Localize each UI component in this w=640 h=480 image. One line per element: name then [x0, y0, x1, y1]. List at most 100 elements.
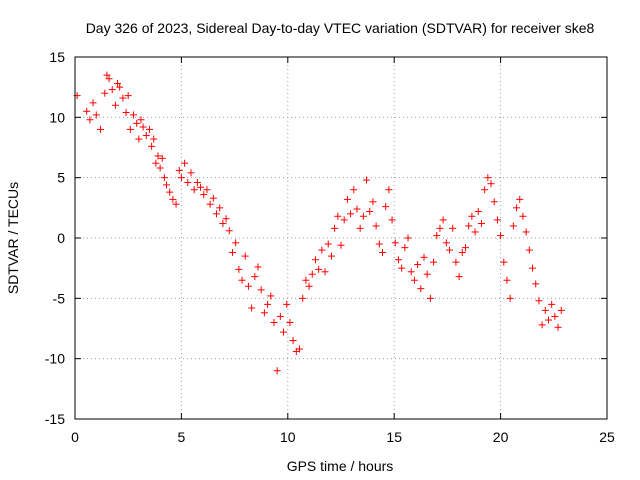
- data-point: [481, 186, 489, 194]
- data-point: [216, 204, 224, 212]
- data-point: [541, 306, 549, 314]
- data-point: [423, 270, 431, 278]
- y-tick-label: -10: [45, 351, 65, 367]
- data-point: [471, 228, 479, 236]
- data-point: [324, 240, 332, 248]
- data-point: [92, 111, 100, 119]
- data-point: [509, 222, 517, 230]
- data-point: [513, 204, 521, 212]
- data-point: [197, 183, 205, 191]
- data-point: [86, 116, 94, 124]
- data-point: [296, 345, 304, 353]
- data-point: [116, 83, 124, 91]
- data-point: [433, 232, 441, 240]
- data-point: [139, 123, 147, 131]
- x-tick-label: 25: [599, 429, 615, 445]
- x-tick-label: 15: [386, 429, 402, 445]
- data-point: [152, 159, 160, 167]
- data-point: [145, 125, 153, 133]
- data-point: [126, 125, 134, 133]
- data-point: [83, 107, 91, 115]
- data-point: [105, 75, 113, 83]
- x-tick-label: 10: [280, 429, 296, 445]
- data-point: [206, 200, 214, 208]
- data-point: [150, 135, 158, 143]
- data-point: [187, 169, 195, 177]
- data-point: [538, 321, 546, 329]
- data-point: [299, 294, 307, 302]
- data-point: [388, 216, 396, 224]
- data-point: [493, 216, 501, 224]
- data-point: [175, 166, 183, 174]
- data-point: [497, 232, 505, 240]
- data-point: [119, 94, 127, 102]
- data-point: [89, 99, 97, 107]
- data-point: [302, 276, 310, 284]
- data-point: [347, 210, 355, 218]
- data-point: [257, 286, 265, 294]
- y-tick-label: 5: [57, 170, 65, 186]
- data-point: [414, 261, 422, 269]
- data-point: [343, 195, 351, 203]
- data-point: [331, 224, 339, 232]
- data-point: [519, 212, 527, 220]
- data-point: [350, 186, 358, 194]
- data-point: [148, 142, 156, 150]
- data-point: [551, 312, 559, 320]
- data-point: [283, 300, 291, 308]
- data-point: [366, 207, 374, 215]
- data-point: [238, 276, 246, 284]
- data-point: [273, 367, 281, 375]
- data-point: [190, 186, 198, 194]
- data-point: [225, 227, 233, 235]
- data-point: [264, 300, 272, 308]
- data-point: [181, 159, 189, 167]
- data-point: [315, 265, 323, 273]
- data-point: [184, 178, 192, 186]
- plot-frame: [74, 56, 608, 420]
- data-point: [122, 109, 130, 117]
- data-point: [455, 273, 463, 281]
- data-point: [337, 241, 345, 249]
- data-point: [166, 188, 174, 196]
- data-point: [477, 220, 485, 228]
- data-point: [391, 239, 399, 247]
- data-point: [280, 328, 288, 336]
- data-point: [557, 306, 565, 314]
- data-point: [267, 292, 275, 300]
- data-point: [163, 181, 171, 189]
- data-point: [154, 152, 162, 160]
- data-point: [286, 318, 294, 326]
- data-point: [420, 253, 428, 261]
- data-point: [228, 248, 236, 256]
- data-point: [548, 300, 556, 308]
- data-point: [401, 244, 409, 252]
- data-point: [430, 258, 438, 266]
- data-point: [356, 224, 364, 232]
- data-point: [500, 258, 508, 266]
- data-point: [426, 294, 434, 302]
- data-point: [213, 210, 221, 218]
- data-point: [525, 246, 533, 254]
- data-point: [158, 154, 166, 162]
- tick-labels: 0 5 10 15 20 25 -15 -10 -5 0 5 10 15: [45, 49, 615, 445]
- data-point: [554, 323, 562, 331]
- data-point: [363, 176, 371, 184]
- data-point: [133, 119, 141, 127]
- x-axis-label: GPS time / hours: [287, 458, 394, 474]
- data-point: [270, 318, 278, 326]
- data-point: [452, 258, 460, 266]
- data-point: [276, 312, 284, 320]
- y-tick-label: 15: [49, 49, 65, 65]
- data-point: [458, 248, 466, 256]
- data-point: [506, 294, 514, 302]
- x-tick-label: 20: [493, 429, 509, 445]
- data-point: [254, 263, 262, 271]
- data-point: [327, 252, 335, 260]
- data-point: [334, 212, 342, 220]
- data-point: [446, 246, 454, 254]
- y-tick-label: -5: [53, 290, 66, 306]
- data-point: [135, 135, 143, 143]
- data-point: [487, 180, 495, 188]
- data-point: [375, 240, 383, 248]
